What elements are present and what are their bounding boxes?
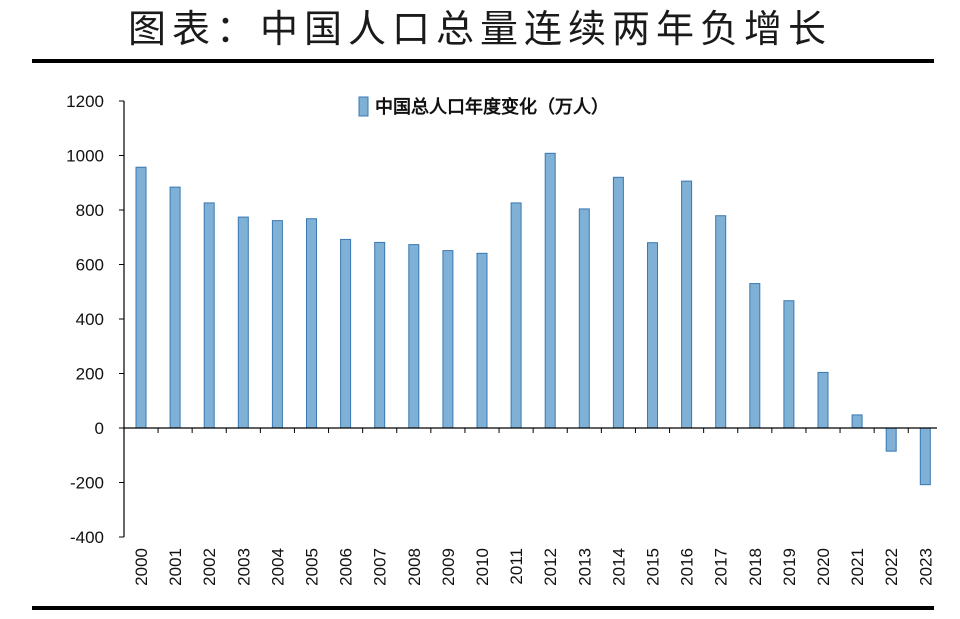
x-tick-label: 2007: [371, 548, 390, 586]
bar: [476, 252, 488, 429]
x-tick-label: 2016: [678, 548, 697, 586]
legend-label: 中国总人口年度变化（万人）: [375, 96, 609, 118]
x-tick-label: 2004: [268, 548, 287, 586]
legend-swatch: [358, 96, 369, 117]
x-tick-label: 2001: [166, 548, 185, 586]
x-tick-label: 2013: [575, 548, 594, 586]
x-tick-label: 2020: [814, 548, 833, 586]
bar: [169, 186, 181, 429]
bar: [374, 241, 386, 429]
y-tick-label: 600: [76, 256, 104, 275]
x-tick-label: 2023: [916, 548, 935, 586]
x-tick-label: 2015: [644, 548, 663, 586]
x-tick-label: 2009: [439, 548, 458, 586]
x-tick-label: 2021: [848, 548, 867, 586]
bar: [408, 244, 420, 429]
x-axis-labels: 2000 2001 2002 2003 2004 2005 2006 2007 2008 2009…: [132, 548, 935, 586]
bar: [271, 220, 283, 429]
bar: [306, 218, 317, 429]
x-tick-label: 2003: [234, 548, 253, 586]
page-title: 图表：中国人口总量连续两年负增长: [127, 7, 832, 51]
bar: [340, 238, 352, 429]
x-tick-label: 2011: [507, 548, 526, 585]
bar: [544, 152, 556, 429]
y-tick-label: 1000: [66, 147, 104, 166]
legend: 中国总人口年度变化（万人）: [358, 96, 609, 118]
bar: [647, 242, 658, 429]
x-tick-label: 2006: [337, 548, 356, 586]
x-tick-label: 2014: [609, 548, 628, 586]
x-tick-label: 2018: [746, 548, 765, 586]
y-tick-label: 400: [76, 310, 104, 329]
bar: [510, 202, 522, 429]
x-tick-label: 2019: [780, 548, 799, 586]
bar: [578, 208, 590, 429]
top-divider: [32, 59, 934, 63]
bottom-divider: [32, 606, 934, 610]
x-tick-label: 2008: [405, 548, 424, 586]
x-tick-label: 2005: [303, 548, 322, 586]
bar: [612, 176, 624, 429]
bar: [817, 371, 829, 429]
axes: [123, 101, 937, 537]
bar: [442, 250, 454, 429]
x-tick-label: 2010: [473, 548, 492, 586]
bar: [203, 202, 215, 429]
bar: [715, 215, 727, 429]
bar: [749, 283, 761, 429]
bar: [919, 427, 931, 486]
y-tick-label: -400: [70, 528, 104, 547]
y-axis-ticks: -400 -200 0 200 400 600 800 1000 1200: [66, 92, 124, 547]
y-tick-label: 800: [76, 201, 104, 220]
bars: [135, 152, 931, 486]
x-tick-label: 2022: [882, 548, 901, 586]
bar: [237, 216, 249, 429]
x-tick-label: 2002: [200, 548, 219, 586]
y-tick-label: -200: [70, 474, 104, 493]
bar: [851, 414, 863, 429]
y-tick-label: 0: [95, 419, 104, 438]
x-tick-label: 2017: [712, 548, 731, 586]
bar: [135, 166, 147, 429]
bar: [885, 427, 897, 452]
bar: [681, 180, 693, 429]
y-tick-label: 200: [76, 365, 104, 384]
x-tick-label: 2000: [132, 548, 151, 586]
bar: [783, 300, 795, 429]
x-tick-label: 2012: [541, 548, 560, 586]
y-tick-label: 1200: [66, 92, 104, 111]
